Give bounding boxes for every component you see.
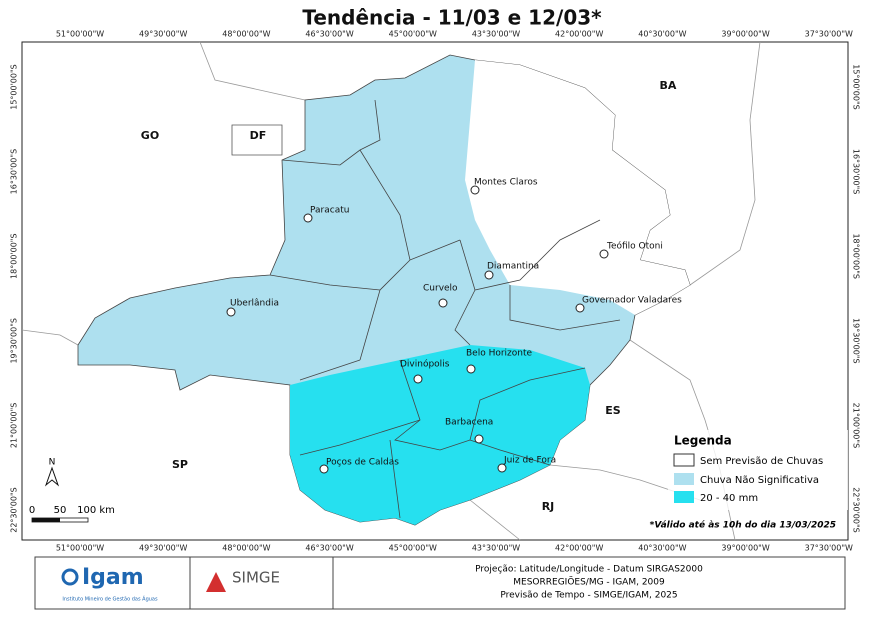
longitude-label: 37°30'00"W <box>805 544 853 553</box>
city-label: Paracatu <box>310 206 349 216</box>
scale-label: 50 <box>54 505 67 516</box>
latitude-label: 19°30'00"S <box>852 318 861 364</box>
longitude-label: 45°00'00"W <box>389 544 437 553</box>
longitude-label: 48°00'00"W <box>222 544 270 553</box>
state-label: BA <box>660 79 677 92</box>
region-no-forecast <box>465 60 690 315</box>
longitude-label: 49°30'00"W <box>139 30 187 39</box>
state-label: RJ <box>542 500 555 513</box>
legend-item: 20 - 40 mm <box>700 493 758 504</box>
latitude-label: 19°30'00"S <box>10 318 19 364</box>
scale-label: 100 km <box>77 505 115 516</box>
north-arrow <box>44 466 60 487</box>
city-marker <box>438 298 448 308</box>
latitude-label: 21°00'00"S <box>10 403 19 449</box>
city-label: Divinópolis <box>400 359 450 370</box>
longitude-label: 48°00'00"W <box>222 30 270 39</box>
city-label: Diamantina <box>487 262 539 272</box>
latitude-label: 18°00'00"S <box>10 233 19 279</box>
city-marker <box>470 185 480 195</box>
legend-swatch <box>674 473 694 485</box>
longitude-label: 39°00'00"W <box>721 544 769 553</box>
legend-bg <box>668 430 848 510</box>
scale-bar: 0 50 100 km <box>29 505 115 523</box>
longitude-label: 39°00'00"W <box>721 30 769 39</box>
latitude-label: 18°00'00"S <box>852 233 861 279</box>
legend-swatch <box>673 453 695 467</box>
city-marker <box>474 434 484 444</box>
state-label: ES <box>605 404 621 417</box>
legend-swatch <box>674 491 694 503</box>
city-label: Montes Claros <box>474 178 538 188</box>
state-label: GO <box>141 129 159 142</box>
legend-item: Chuva Não Significativa <box>700 475 819 486</box>
city-marker <box>319 464 329 474</box>
longitude-label: 46°30'00"W <box>305 544 353 553</box>
longitude-label: 49°30'00"W <box>139 544 187 553</box>
city-marker <box>413 374 423 384</box>
city-label: Uberlândia <box>230 299 279 309</box>
state-label: DF <box>250 129 267 142</box>
state-label: SP <box>172 458 188 471</box>
footer-line: Previsão de Tempo - SIMGE/IGAM, 2025 <box>500 591 677 601</box>
longitude-label: 43°30'00"W <box>472 544 520 553</box>
north-label: N <box>49 458 56 468</box>
latitude-label: 15°00'00"S <box>852 64 861 110</box>
igam-logo: Igam <box>82 565 144 590</box>
city-marker <box>497 463 507 473</box>
longitude-label: 40°30'00"W <box>638 30 686 39</box>
longitude-label: 37°30'00"W <box>805 30 853 39</box>
footer-line: Projeção: Latitude/Longitude - Datum SIR… <box>475 565 703 575</box>
longitude-label: 51°00'00"W <box>56 544 104 553</box>
map-title: Tendência - 11/03 e 12/03* <box>302 6 602 30</box>
city-label: Belo Horizonte <box>466 349 533 359</box>
latitude-label: 22°30'00"S <box>10 487 19 533</box>
footer-line: MESORREGIÕES/MG - IGAM, 2009 <box>513 576 665 588</box>
latitude-label: 16°30'00"S <box>10 149 19 195</box>
footer: Igam Instituto Mineiro de Gestão das Águ… <box>34 556 846 610</box>
latitude-label: 21°00'00"S <box>852 403 861 449</box>
city-label: Barbacena <box>445 418 493 428</box>
legend-item: Sem Previsão de Chuvas <box>700 456 823 467</box>
longitude-label: 42°00'00"W <box>555 544 603 553</box>
simge-logo: SIMGE <box>232 569 280 587</box>
longitude-label: 42°00'00"W <box>555 30 603 39</box>
footer-box <box>34 556 846 610</box>
longitude-label: 40°30'00"W <box>638 544 686 553</box>
city-label: Curvelo <box>423 284 458 294</box>
city-marker <box>599 249 609 259</box>
city-label: Juiz de Fora <box>503 456 556 466</box>
longitude-label: 46°30'00"W <box>305 30 353 39</box>
legend-title: Legenda <box>674 434 732 448</box>
city-label: Governador Valadares <box>582 296 682 306</box>
region-20-40mm <box>290 345 590 525</box>
latitude-label: 22°30'00"S <box>852 487 861 533</box>
city-marker <box>226 307 236 317</box>
validity-note: *Válido até às 10h do dia 13/03/2025 <box>650 520 836 531</box>
coordinate-labels: 51°00'00"W 51°00'00"W 49°30'00"W 49°30'00"W… <box>10 30 861 553</box>
longitude-label: 43°30'00"W <box>472 30 520 39</box>
latitude-label: 16°30'00"S <box>852 149 861 195</box>
mg-regions <box>77 54 691 526</box>
igam-subtitle: Instituto Mineiro de Gestão das Águas <box>62 596 158 603</box>
city-marker <box>575 303 585 313</box>
places: GO DF BA ES SP RJ Montes Claros Paracatu Teófilo… <box>141 79 682 513</box>
longitude-label: 45°00'00"W <box>389 30 437 39</box>
longitude-label: 51°00'00"W <box>56 30 104 39</box>
city-label: Poços de Caldas <box>326 458 399 468</box>
city-marker <box>303 213 313 223</box>
city-marker <box>484 270 494 280</box>
legend: Legenda Sem Previsão de Chuvas Chuva Não… <box>668 430 848 510</box>
city-marker <box>466 364 476 374</box>
latitude-label: 15°00'00"S <box>10 64 19 110</box>
city-label: Teófilo Otoni <box>606 241 663 252</box>
scale-label: 0 <box>29 505 35 516</box>
